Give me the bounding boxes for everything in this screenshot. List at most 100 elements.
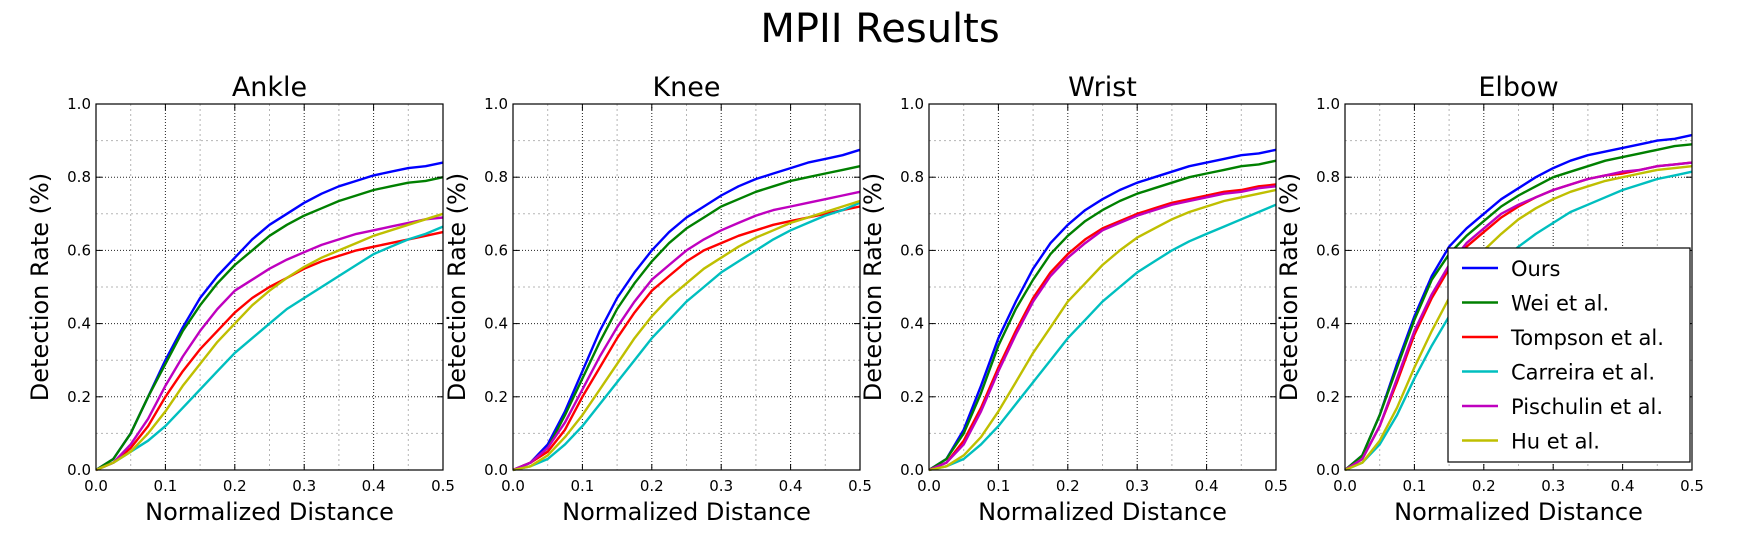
chart-panel-knee: 0.0 0.1 0.2 0.3 0.4 0.5 0.0 0.2 0.4 0.6 0.8 1.0 Knee… [443, 72, 872, 526]
y-tick-label: 0.6 [900, 241, 924, 259]
series-line-tompson-et-al [95, 230, 444, 472]
x-tick-label: 0.0 [501, 477, 525, 495]
series-line-ours [928, 148, 1277, 472]
series-line-carreira-et-al [1344, 170, 1693, 472]
x-tick-label: 0.3 [1125, 477, 1149, 495]
x-tick-label: 0.1 [986, 477, 1010, 495]
y-tick-label: 0.8 [67, 168, 91, 186]
y-tick-label: 0.0 [1316, 461, 1340, 479]
x-tick-label: 0.4 [1195, 477, 1219, 495]
plot-frame [512, 103, 861, 471]
chart-title: Wrist [1068, 72, 1137, 103]
legend-box [1447, 247, 1691, 463]
series-line-wei-et-al [512, 165, 861, 472]
x-axis-label: Normalized Distance [978, 498, 1227, 526]
chart-panel-elbow: 0.0 0.1 0.2 0.3 0.4 0.5 0.0 0.2 0.4 0.6 0.8 1.0 Elbo… [1275, 72, 1704, 526]
y-tick-label: 0.4 [484, 315, 508, 333]
y-tick-label: 0.8 [1316, 168, 1340, 186]
x-tick-label: 0.2 [1472, 477, 1496, 495]
plot-frame [95, 103, 444, 471]
x-tick-label: 0.0 [84, 477, 108, 495]
x-tick-label: 0.5 [1264, 477, 1288, 495]
x-tick-label: 0.5 [848, 477, 872, 495]
y-tick-label: 1.0 [1316, 95, 1340, 113]
x-tick-label: 0.5 [431, 477, 455, 495]
series-line-carreira-et-al [928, 203, 1277, 472]
x-tick-label: 0.2 [1056, 477, 1080, 495]
legend-entry: Pischulin et al. [1511, 395, 1663, 419]
series-line-tompson-et-al [928, 183, 1277, 472]
grid [96, 104, 443, 470]
y-axis-label: Detection Rate (%) [1275, 173, 1303, 401]
series-line-hu-et-al [512, 199, 861, 472]
x-tick-label: 0.3 [292, 477, 316, 495]
chart-panel-ankle: 0.0 0.1 0.2 0.3 0.4 0.5 0.0 0.2 0.4 0.6 0.8 1.0 Ankl… [26, 72, 455, 526]
legend-entry: Tompson et al. [1510, 326, 1664, 350]
chart-title: Elbow [1478, 72, 1558, 103]
x-tick-label: 0.2 [640, 477, 664, 495]
y-tick-label: 0.6 [484, 241, 508, 259]
series-line-pischulin-et-al [512, 190, 861, 472]
series-line-carreira-et-al [512, 201, 861, 472]
series-line-wei-et-al [1344, 143, 1693, 471]
y-tick-label: 0.4 [1316, 315, 1340, 333]
series-line-wei-et-al [95, 176, 444, 472]
x-tick-label: 0.1 [1402, 477, 1426, 495]
legend: Ours Wei et al. Tompson et al. Carreira et … [1447, 247, 1691, 463]
x-tick-label: 0.0 [1333, 477, 1357, 495]
y-tick-label: 0.2 [900, 388, 924, 406]
y-axis-label: Detection Rate (%) [859, 173, 887, 401]
series-line-pischulin-et-al [928, 185, 1277, 472]
series-line-ours [512, 148, 861, 472]
series-line-wei-et-al [928, 159, 1277, 472]
chart-panel-wrist: 0.0 0.1 0.2 0.3 0.4 0.5 0.0 0.2 0.4 0.6 0.8 1.0 Wris… [859, 72, 1288, 526]
y-tick-label: 0.2 [1316, 388, 1340, 406]
figure-title: MPII Results [760, 6, 999, 52]
x-tick-label: 0.0 [917, 477, 941, 495]
y-tick-label: 1.0 [484, 95, 508, 113]
series-line-hu-et-al [1344, 165, 1693, 472]
x-axis-label: Normalized Distance [145, 498, 394, 526]
x-tick-label: 0.2 [223, 477, 247, 495]
y-tick-label: 0.0 [67, 461, 91, 479]
y-tick-label: 0.8 [900, 168, 924, 186]
series-line-pischulin-et-al [1344, 161, 1693, 472]
x-axis-label: Normalized Distance [1394, 498, 1643, 526]
y-tick-label: 0.2 [67, 388, 91, 406]
x-tick-label: 0.1 [153, 477, 177, 495]
x-tick-label: 0.3 [709, 477, 733, 495]
y-tick-label: 0.4 [67, 315, 91, 333]
chart-title: Ankle [232, 72, 307, 103]
legend-entry: Hu et al. [1511, 430, 1600, 454]
y-tick-label: 1.0 [67, 95, 91, 113]
x-tick-label: 0.3 [1541, 477, 1565, 495]
y-tick-label: 0.0 [484, 461, 508, 479]
y-tick-label: 0.0 [900, 461, 924, 479]
legend-entry: Ours [1511, 257, 1560, 281]
legend-entry: Carreira et al. [1511, 361, 1655, 385]
chart-title: Knee [652, 72, 720, 103]
grid [513, 104, 860, 470]
y-tick-label: 0.2 [484, 388, 508, 406]
y-tick-label: 0.6 [67, 241, 91, 259]
chart-panels: 0.0 0.1 0.2 0.3 0.4 0.5 0.0 0.2 0.4 0.6 0.8 1.0 Ankl… [26, 72, 1704, 526]
x-tick-label: 0.5 [1680, 477, 1704, 495]
y-tick-label: 0.8 [484, 168, 508, 186]
series-line-hu-et-al [928, 188, 1277, 472]
plot-frame [928, 103, 1277, 471]
plot-frame [1344, 103, 1693, 471]
series-line-carreira-et-al [95, 225, 444, 472]
x-axis-label: Normalized Distance [562, 498, 811, 526]
x-tick-label: 0.1 [570, 477, 594, 495]
series-line-pischulin-et-al [95, 216, 444, 472]
y-tick-label: 0.6 [1316, 241, 1340, 259]
legend-entry: Wei et al. [1511, 292, 1609, 316]
y-tick-label: 0.4 [900, 315, 924, 333]
series-line-hu-et-al [95, 212, 444, 472]
x-tick-label: 0.4 [1611, 477, 1635, 495]
x-tick-label: 0.4 [362, 477, 386, 495]
series-line-ours [1344, 133, 1693, 471]
x-tick-label: 0.4 [779, 477, 803, 495]
y-axis-label: Detection Rate (%) [443, 173, 471, 401]
